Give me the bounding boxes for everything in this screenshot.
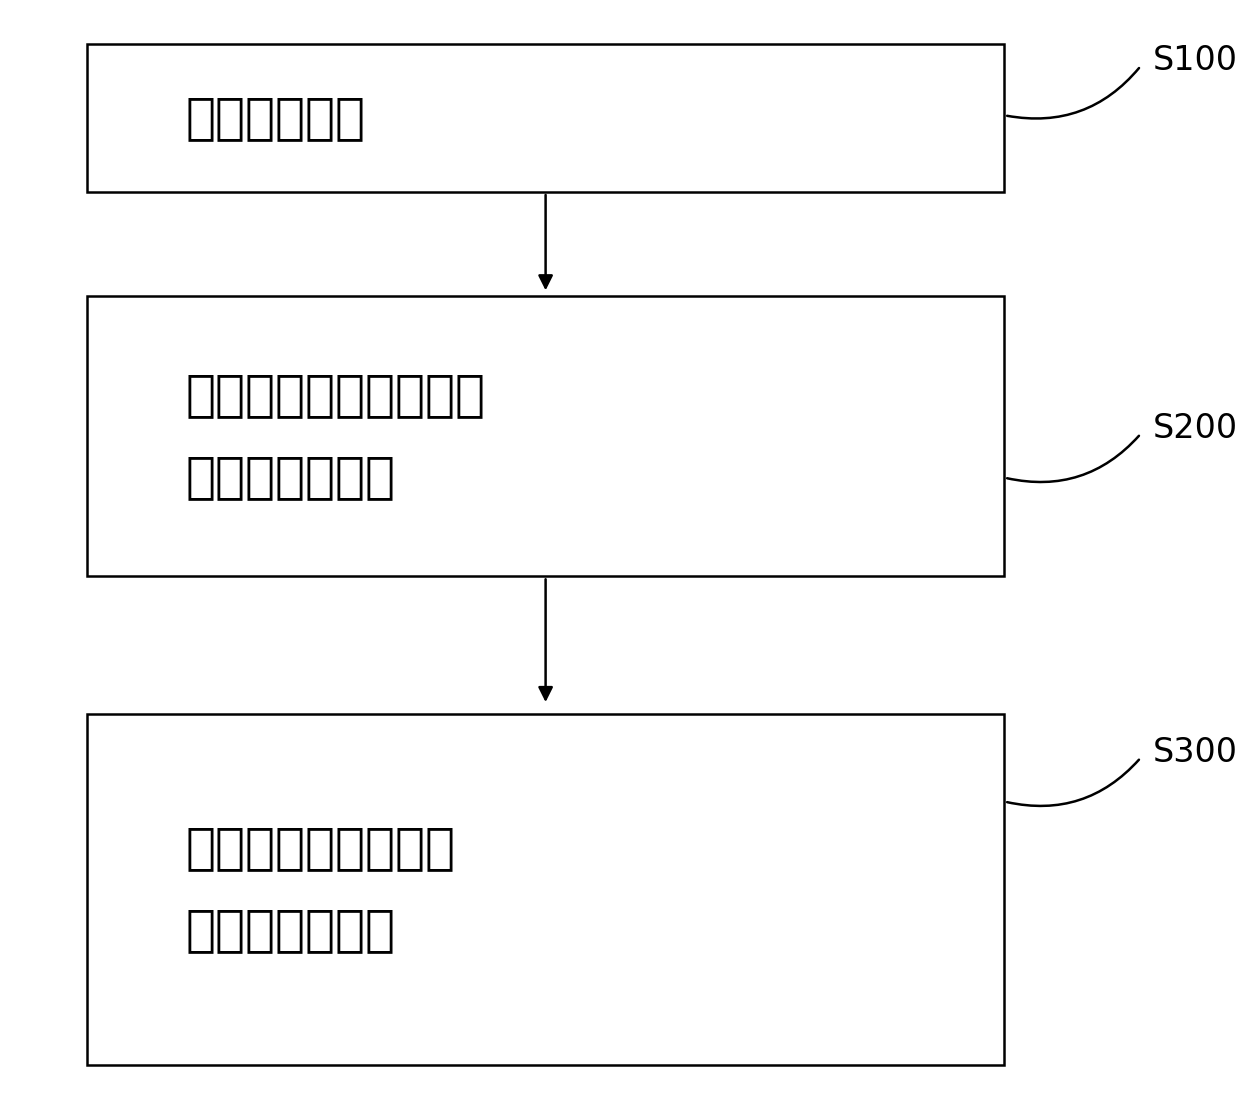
Bar [87, 44, 1004, 192]
Text: 根据调整后的送丝速: 根据调整后的送丝速 [186, 825, 456, 872]
Bar [87, 714, 1004, 1065]
Text: 根据所述调整信号调整: 根据所述调整信号调整 [186, 371, 486, 419]
Text: 获取调整信号: 获取调整信号 [186, 94, 366, 142]
Text: S200: S200 [1153, 412, 1239, 445]
Text: S300: S300 [1153, 736, 1239, 769]
Text: S100: S100 [1153, 44, 1239, 77]
Bar [87, 296, 1004, 576]
Text: 焊机的送丝速度: 焊机的送丝速度 [186, 453, 396, 502]
Text: 度控制焊机送丝: 度控制焊机送丝 [186, 907, 396, 954]
